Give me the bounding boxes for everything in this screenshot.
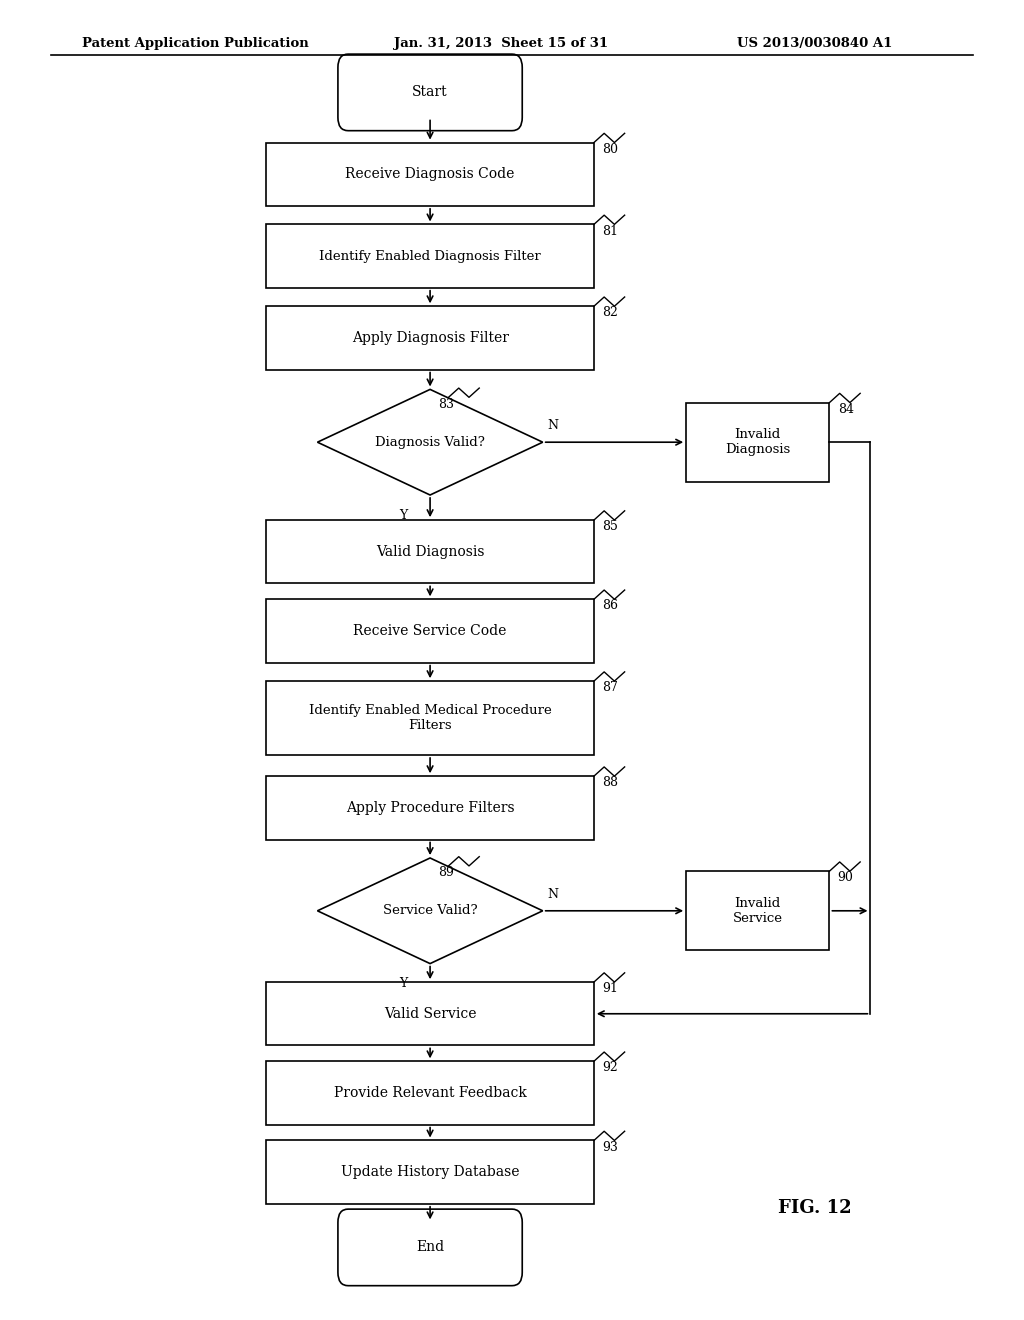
Text: End: End [416, 1241, 444, 1254]
Text: Apply Diagnosis Filter: Apply Diagnosis Filter [351, 331, 509, 345]
Text: US 2013/0030840 A1: US 2013/0030840 A1 [737, 37, 893, 50]
Bar [266, 776, 594, 840]
Bar [686, 403, 829, 482]
Text: 82: 82 [602, 306, 618, 319]
Text: 93: 93 [602, 1140, 618, 1154]
Text: N: N [548, 418, 559, 432]
Text: Y: Y [399, 977, 408, 990]
Text: Jan. 31, 2013  Sheet 15 of 31: Jan. 31, 2013 Sheet 15 of 31 [394, 37, 608, 50]
Text: 83: 83 [438, 397, 455, 411]
Bar [266, 982, 594, 1045]
Bar [266, 224, 594, 288]
Bar [266, 1140, 594, 1204]
Bar [266, 1061, 594, 1125]
Text: Update History Database: Update History Database [341, 1166, 519, 1179]
Text: Start: Start [413, 86, 447, 99]
Text: Valid Service: Valid Service [384, 1007, 476, 1020]
Text: Receive Diagnosis Code: Receive Diagnosis Code [345, 168, 515, 181]
Text: Valid Diagnosis: Valid Diagnosis [376, 545, 484, 558]
FancyBboxPatch shape [338, 54, 522, 131]
Text: Diagnosis Valid?: Diagnosis Valid? [375, 436, 485, 449]
Text: Identify Enabled Diagnosis Filter: Identify Enabled Diagnosis Filter [319, 249, 541, 263]
Text: Y: Y [399, 508, 408, 521]
Bar [266, 681, 594, 755]
Text: Receive Service Code: Receive Service Code [353, 624, 507, 638]
Text: 88: 88 [602, 776, 618, 789]
Text: 89: 89 [438, 866, 455, 879]
Bar [266, 143, 594, 206]
Polygon shape [317, 858, 543, 964]
Text: 91: 91 [602, 982, 618, 995]
Text: Invalid
Diagnosis: Invalid Diagnosis [725, 428, 791, 457]
Text: 84: 84 [838, 403, 854, 416]
Text: Provide Relevant Feedback: Provide Relevant Feedback [334, 1086, 526, 1100]
Text: 90: 90 [838, 871, 854, 884]
Bar [266, 306, 594, 370]
Text: N: N [548, 887, 559, 900]
Text: 85: 85 [602, 520, 618, 533]
Text: 81: 81 [602, 224, 618, 238]
Bar [266, 520, 594, 583]
Polygon shape [317, 389, 543, 495]
FancyBboxPatch shape [338, 1209, 522, 1286]
Text: 92: 92 [602, 1061, 617, 1074]
Text: Invalid
Service: Invalid Service [733, 896, 782, 925]
Bar [266, 599, 594, 663]
Text: 86: 86 [602, 599, 618, 612]
Text: 87: 87 [602, 681, 618, 694]
Text: Service Valid?: Service Valid? [383, 904, 477, 917]
Text: Apply Procedure Filters: Apply Procedure Filters [346, 801, 514, 814]
Text: Identify Enabled Medical Procedure
Filters: Identify Enabled Medical Procedure Filte… [308, 704, 552, 733]
Text: Patent Application Publication: Patent Application Publication [82, 37, 308, 50]
Bar [686, 871, 829, 950]
Text: 80: 80 [602, 143, 618, 156]
Text: FIG. 12: FIG. 12 [778, 1199, 852, 1217]
